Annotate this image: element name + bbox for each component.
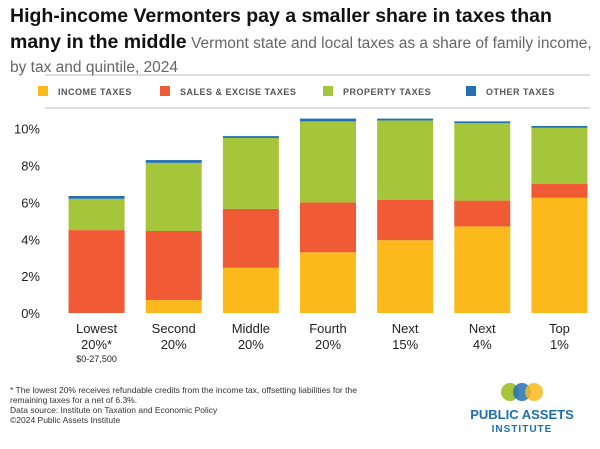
- y-tick-label: 4%: [21, 232, 40, 247]
- bar-segment: [222, 208, 279, 268]
- bar-segment: [300, 118, 356, 122]
- chart-subtitle: Vermont state and local taxes as a share…: [10, 35, 592, 76]
- bar-segment: [68, 198, 125, 231]
- legend-swatch: [466, 86, 476, 96]
- x-tick-label: Next: [469, 321, 496, 336]
- source: Data source: Institute on Taxation and E…: [10, 405, 218, 415]
- bar-segment: [377, 118, 434, 121]
- legend-label: INCOME TAXES: [58, 87, 132, 97]
- bar-segment: [222, 137, 279, 209]
- bar-segment: [300, 121, 356, 203]
- copyright: ©2024 Public Assets Institute: [10, 415, 120, 425]
- x-tick-label: Top: [549, 321, 570, 336]
- bar-segment: [531, 197, 588, 313]
- bar-segment: [68, 195, 125, 199]
- bar-segment: [300, 202, 356, 253]
- bar-segment: [222, 267, 279, 313]
- bar-segment: [145, 160, 202, 163]
- legend-label: OTHER TAXES: [486, 87, 555, 97]
- x-tick-label: 20%: [161, 337, 187, 352]
- bar-segment: [454, 200, 511, 227]
- footnote: * The lowest 20% receives refundable cre…: [10, 385, 357, 395]
- bar-segment: [377, 199, 434, 241]
- bar-segment: [145, 231, 202, 301]
- y-tick-label: 0%: [21, 306, 40, 321]
- x-tick-label: 20%: [315, 337, 341, 352]
- bar-segment: [531, 184, 588, 198]
- x-tick-label: 20%*: [81, 337, 112, 352]
- bar-segment: [531, 127, 588, 185]
- bar-segment: [454, 121, 511, 124]
- legend-label: SALES & EXCISE TAXES: [180, 87, 296, 97]
- x-tick-label: 20%: [238, 337, 264, 352]
- bar-segment: [145, 162, 202, 232]
- bar-segment: [377, 120, 434, 200]
- header: High-income Vermonters pay a smaller sha…: [10, 4, 595, 80]
- x-tick-label: 15%: [392, 337, 418, 352]
- category-note: $0-27,500: [76, 354, 117, 364]
- logo-text: INSTITUTE: [492, 424, 553, 435]
- x-tick-label: 4%: [473, 337, 492, 352]
- logo-shape: [525, 383, 543, 401]
- legend-label: PROPERTY TAXES: [343, 87, 431, 97]
- bar-segment: [222, 136, 279, 138]
- bar-segment: [68, 230, 125, 313]
- legend-swatch: [323, 86, 333, 96]
- bar-segment: [454, 226, 511, 313]
- bar-segment: [300, 252, 356, 313]
- bar-segment: [377, 240, 434, 313]
- logo: PUBLIC ASSETS INSTITUTE: [470, 383, 574, 435]
- y-tick-label: 8%: [21, 159, 40, 174]
- x-tick-label: Next: [392, 321, 419, 336]
- logo-text: PUBLIC ASSETS: [470, 407, 574, 422]
- x-tick-label: Fourth: [309, 321, 347, 336]
- bar-segment: [454, 123, 511, 201]
- footnote: remaining taxes for a net of 6.3%.: [10, 395, 137, 405]
- x-tick-label: Middle: [232, 321, 270, 336]
- y-tick-label: 10%: [14, 122, 40, 137]
- y-tick-label: 6%: [21, 195, 40, 210]
- bar-segment: [145, 300, 202, 313]
- y-tick-label: 2%: [21, 269, 40, 284]
- legend-swatch: [160, 86, 170, 96]
- x-tick-label: Second: [152, 321, 196, 336]
- x-tick-label: Lowest: [76, 321, 118, 336]
- legend-swatch: [38, 86, 48, 96]
- chart-title: High-income Vermonters pay a smaller sha…: [10, 5, 552, 53]
- bar-segment: [531, 125, 588, 128]
- x-tick-label: 1%: [550, 337, 569, 352]
